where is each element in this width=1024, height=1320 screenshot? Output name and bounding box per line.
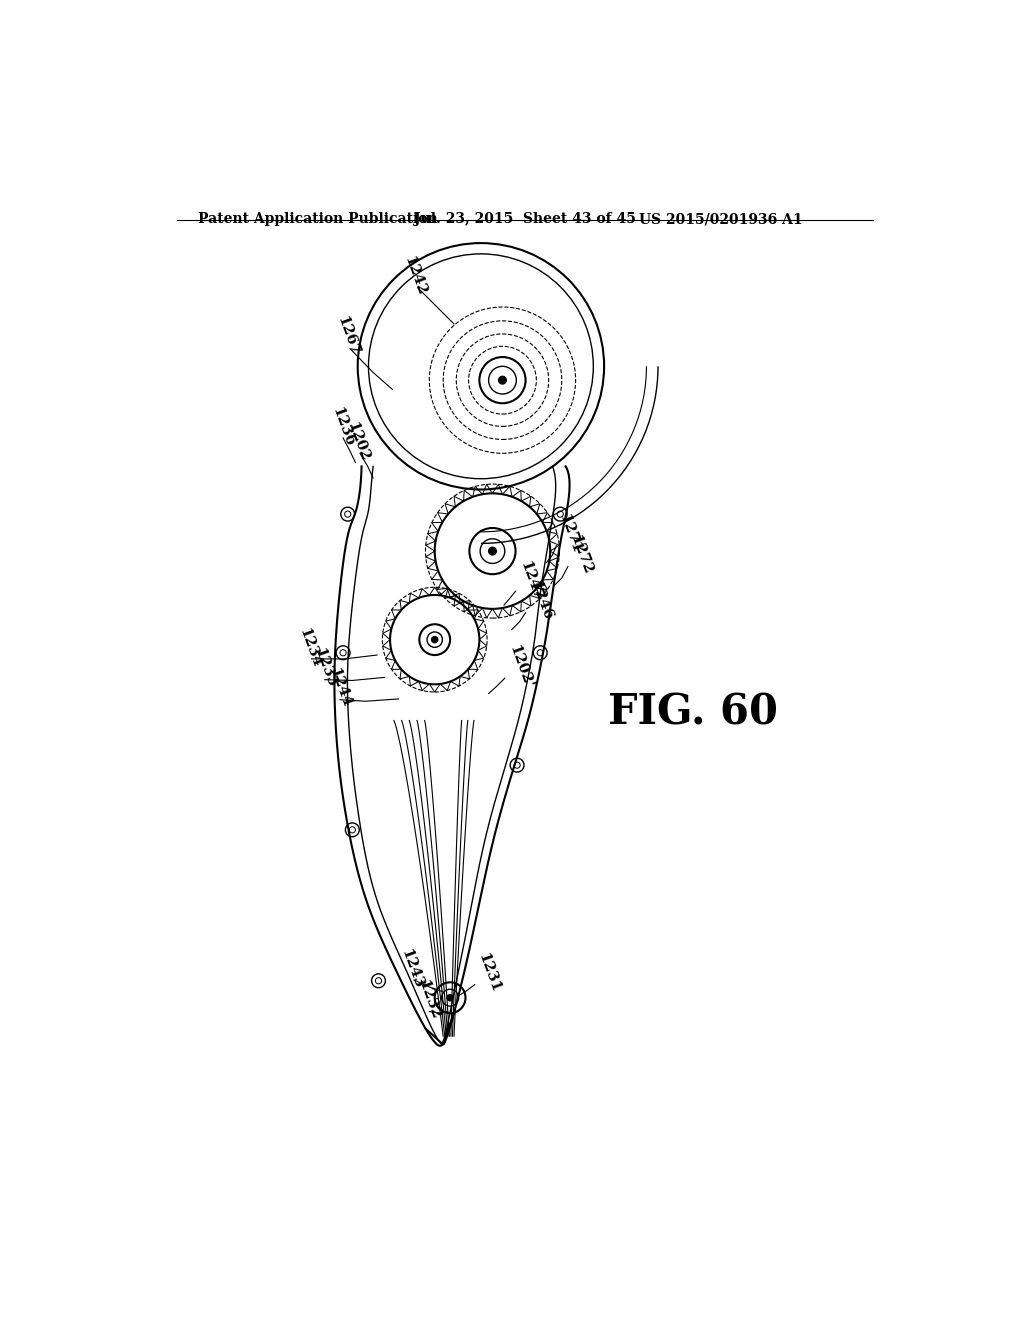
- Circle shape: [488, 548, 497, 554]
- Text: FIG. 60: FIG. 60: [608, 692, 778, 734]
- Text: Jul. 23, 2015  Sheet 43 of 45: Jul. 23, 2015 Sheet 43 of 45: [414, 213, 636, 226]
- Text: 1271: 1271: [556, 512, 584, 556]
- Circle shape: [447, 995, 454, 1001]
- Text: 1247: 1247: [517, 558, 544, 602]
- Text: 1232: 1232: [416, 978, 442, 1022]
- Text: 1246: 1246: [527, 579, 554, 623]
- Text: 1234: 1234: [296, 626, 324, 669]
- Text: 1235: 1235: [311, 647, 339, 690]
- Text: 1272: 1272: [568, 533, 595, 577]
- Text: 1202: 1202: [345, 420, 372, 463]
- Text: 1242: 1242: [401, 253, 429, 297]
- Text: US 2015/0201936 A1: US 2015/0201936 A1: [639, 213, 803, 226]
- Text: 1231: 1231: [475, 952, 503, 995]
- Circle shape: [432, 636, 438, 643]
- Text: 1267: 1267: [335, 314, 361, 356]
- Text: 1236: 1236: [330, 405, 356, 447]
- Text: Patent Application Publication: Patent Application Publication: [199, 213, 438, 226]
- Text: 1244: 1244: [327, 667, 354, 710]
- Circle shape: [499, 376, 506, 384]
- Text: 1202': 1202': [506, 643, 535, 690]
- Text: 1243: 1243: [398, 946, 426, 990]
